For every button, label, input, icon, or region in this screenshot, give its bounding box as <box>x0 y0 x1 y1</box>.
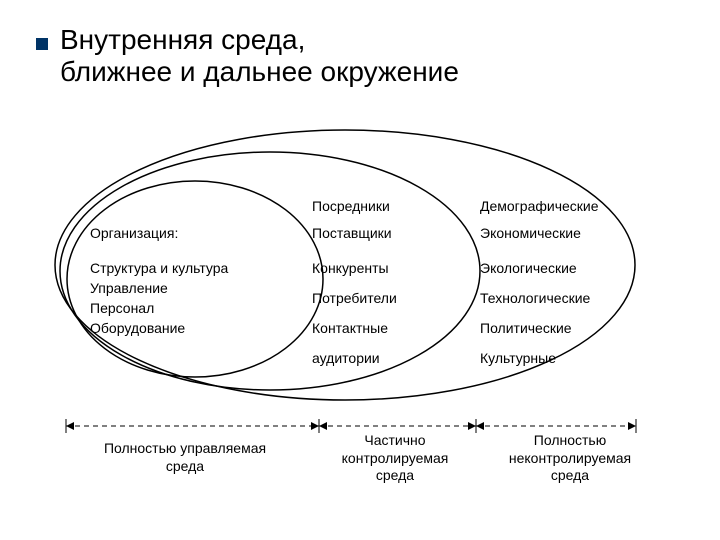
outer-item-3: Технологические <box>480 290 590 307</box>
middle-item-5: аудитории <box>312 350 380 367</box>
ellipse-2 <box>67 181 323 377</box>
outer-item-4: Политические <box>480 320 572 337</box>
outer-item-0: Демографические <box>480 198 599 215</box>
inner-item-2: Персонал <box>90 300 154 317</box>
caption-left: Полностью управляемаясреда <box>90 440 280 475</box>
middle-item-3: Потребители <box>312 290 397 307</box>
middle-item-4: Контактные <box>312 320 388 337</box>
caption-center: Частичноконтролируемаясреда <box>320 432 470 485</box>
middle-item-2: Конкуренты <box>312 260 389 277</box>
outer-item-5: Культурные <box>480 350 556 367</box>
inner-item-0: Структура и культура <box>90 260 228 277</box>
inner-item-1: Управление <box>90 280 168 297</box>
middle-item-1: Поставщики <box>312 225 392 242</box>
outer-item-1: Экономические <box>480 225 581 242</box>
caption-right: Полностьюнеконтролируемаясреда <box>490 432 650 485</box>
inner-header: Организация: <box>90 225 178 242</box>
middle-item-0: Посредники <box>312 198 390 215</box>
inner-item-3: Оборудование <box>90 320 185 337</box>
outer-item-2: Экологические <box>480 260 577 277</box>
